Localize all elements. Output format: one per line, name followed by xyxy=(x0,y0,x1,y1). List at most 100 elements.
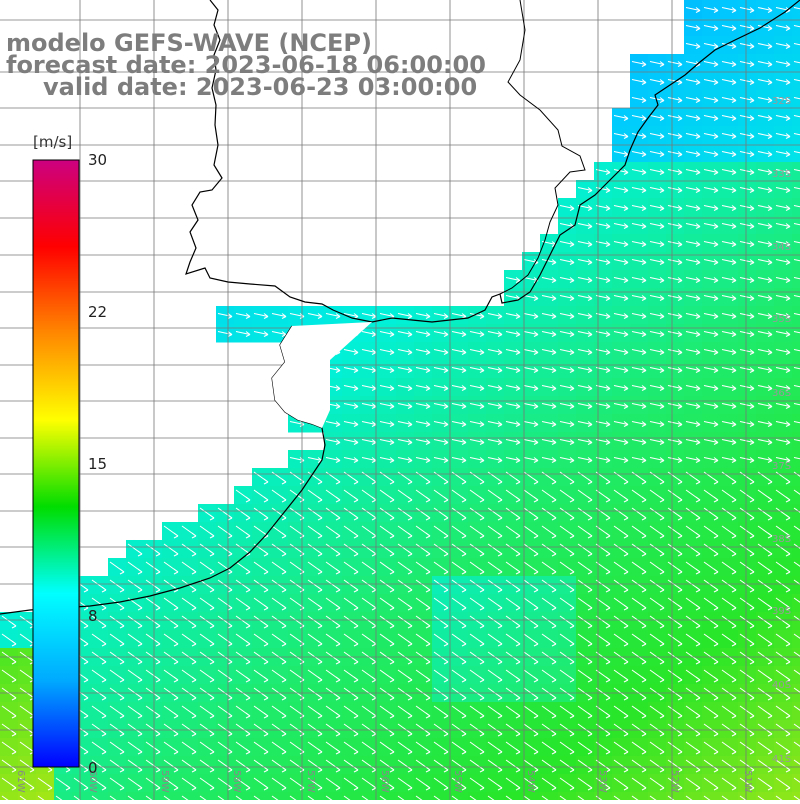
wind-arrow xyxy=(793,705,800,711)
wind-arrow-head xyxy=(605,259,611,265)
wind-arrow-head xyxy=(731,133,737,139)
wind-arrow-head xyxy=(659,712,665,719)
wind-arrow-head xyxy=(425,331,431,337)
wind-arrow-head xyxy=(83,622,89,629)
wind-arrow-head xyxy=(281,748,287,755)
wind-arrow-head xyxy=(83,676,89,683)
wind-arrow xyxy=(793,151,800,154)
wind-arrow-head xyxy=(245,694,251,701)
wind-arrow xyxy=(433,403,449,407)
wind-arrow-head xyxy=(443,622,449,629)
wind-arrow xyxy=(631,61,647,65)
wind-arrow xyxy=(775,97,791,101)
wind-arrow-head xyxy=(461,676,467,683)
wind-arrow-head xyxy=(641,712,647,719)
wind-arrow-head xyxy=(317,748,323,755)
wind-arrow-head xyxy=(695,133,701,139)
wind-arrow-head xyxy=(497,367,503,373)
wind-arrow-head xyxy=(371,622,377,629)
wind-arrow-head xyxy=(587,478,593,485)
wind-arrow-head xyxy=(533,313,539,319)
wind-arrow-head xyxy=(767,61,773,67)
wind-arrow-head xyxy=(389,712,395,719)
wind-arrow-head xyxy=(731,205,737,211)
wind-cell xyxy=(792,594,800,613)
wind-arrow-head xyxy=(479,622,485,629)
wind-arrow-head xyxy=(767,133,773,139)
wind-arrow xyxy=(487,403,503,407)
wind-arrow-head xyxy=(227,748,233,755)
wind-arrow-head xyxy=(515,586,521,593)
wind-arrow-head xyxy=(749,421,755,427)
lon-label: 60W xyxy=(87,770,98,793)
wind-arrow-head xyxy=(461,496,467,503)
wind-arrow-head xyxy=(695,568,701,575)
wind-arrow-head xyxy=(785,349,791,355)
wind-arrow-head xyxy=(623,349,629,355)
wind-arrow-head xyxy=(353,421,359,427)
wind-arrow xyxy=(667,331,683,335)
wind-arrow-head xyxy=(551,766,557,773)
wind-arrow-head xyxy=(191,748,197,755)
wind-cell xyxy=(792,792,800,804)
wind-arrow-head xyxy=(389,439,395,445)
wind-arrow-head xyxy=(119,694,125,701)
wind-arrow xyxy=(757,403,773,407)
wind-arrow-head xyxy=(749,730,755,737)
wind-arrow-head xyxy=(461,766,467,773)
wind-arrow xyxy=(397,331,413,335)
wind-arrow-head xyxy=(641,766,647,773)
wind-arrow xyxy=(703,151,719,155)
wind-arrow-head xyxy=(731,43,737,49)
wind-arrow-head xyxy=(569,712,575,719)
wind-arrow xyxy=(721,277,737,281)
wind-arrow-head xyxy=(479,532,485,539)
wind-arrow-head xyxy=(713,694,719,701)
wind-arrow-head xyxy=(101,712,107,719)
wind-arrow xyxy=(613,205,629,209)
wind-arrow-head xyxy=(335,439,341,445)
wind-arrow xyxy=(685,187,701,191)
wind-arrow-head xyxy=(281,730,287,737)
wind-arrow xyxy=(613,385,629,389)
wind-arrow-head xyxy=(371,496,377,503)
wind-arrow-head xyxy=(659,277,665,283)
wind-arrow-head xyxy=(407,748,413,755)
wind-arrow-head xyxy=(785,766,791,773)
wind-arrow-head xyxy=(713,79,719,85)
wind-arrow-head xyxy=(407,439,413,445)
wind-arrow-head xyxy=(263,784,269,791)
wind-arrow-head xyxy=(335,676,341,683)
wind-arrow xyxy=(361,367,377,371)
wind-arrow-head xyxy=(713,43,719,49)
wind-arrow xyxy=(757,259,773,263)
wind-arrow-head xyxy=(101,730,107,737)
wind-arrow xyxy=(559,349,575,353)
wind-arrow-head xyxy=(443,712,449,719)
wind-arrow-head xyxy=(335,367,341,373)
wind-arrow xyxy=(721,187,737,191)
wind-arrow-head xyxy=(605,586,611,593)
wind-cell xyxy=(792,378,800,397)
wind-arrow-head xyxy=(389,457,395,463)
wind-arrow xyxy=(415,403,431,407)
wind-arrow-head xyxy=(569,295,575,301)
wind-arrow-head xyxy=(767,151,773,157)
wind-arrow-head xyxy=(605,730,611,737)
wind-arrow-head xyxy=(767,568,773,575)
wind-arrow-head xyxy=(695,259,701,265)
wind-arrow xyxy=(613,331,629,335)
wind-arrow-head xyxy=(605,532,611,539)
wind-arrow-head xyxy=(659,367,665,373)
wind-arrow-head xyxy=(677,133,683,139)
wind-arrow-head xyxy=(659,421,665,427)
wind-arrow xyxy=(523,385,539,389)
wind-arrow-head xyxy=(731,514,737,521)
wind-arrow-head xyxy=(569,241,575,247)
lon-label: 56W xyxy=(379,770,390,793)
wind-arrow-head xyxy=(533,676,539,683)
wind-arrow-head xyxy=(605,766,611,773)
wind-arrow xyxy=(343,439,359,443)
